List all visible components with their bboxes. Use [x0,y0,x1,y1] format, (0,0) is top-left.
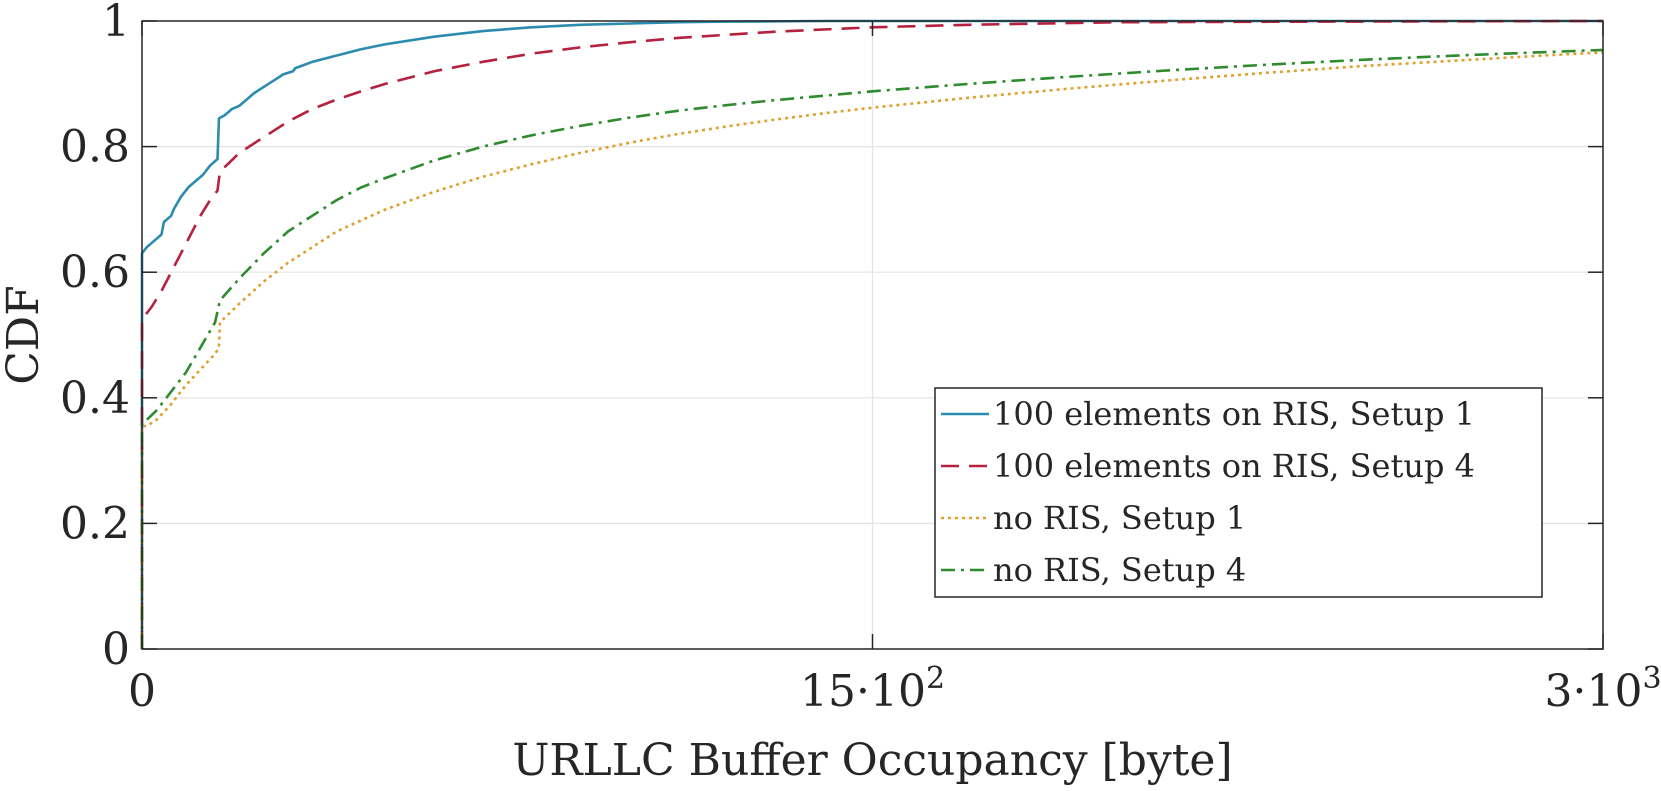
y-tick-label: 0.4 [60,373,130,424]
axis-ticks: 0 0.2 0.4 0.6 0.8 1 0 15·102 3·103 [60,0,1661,717]
x-tick-label: 3·103 [1544,661,1661,717]
series-line-3 [140,51,1604,649]
series-line-1 [140,19,1603,649]
x-tick-label: 15·102 [800,661,945,717]
legend-label-3: no RIS, Setup 1 [993,499,1246,537]
y-tick-label: 0 [102,624,130,675]
y-tick-label: 0.2 [60,498,130,549]
series-lines [140,19,1604,649]
legend-label-4: no RIS, Setup 4 [993,551,1246,589]
x-axis-title: URLLC Buffer Occupancy [byte] [512,735,1232,786]
y-tick-label: 0.6 [60,247,130,298]
legend-label-1: 100 elements on RIS, Setup 1 [993,395,1475,433]
series-line-2 [140,19,1604,649]
y-tick-label: 0.8 [60,122,130,173]
legend-box [934,387,1543,598]
legend-label-2: 100 elements on RIS, Setup 4 [993,447,1475,485]
x-tick-label: 0 [128,666,156,717]
series-line-4 [140,48,1604,649]
y-axis-title: CDF [0,285,49,384]
legend: 100 elements on RIS, Setup 1 100 elements… [934,387,1543,598]
y-tick-label: 1 [102,0,130,47]
